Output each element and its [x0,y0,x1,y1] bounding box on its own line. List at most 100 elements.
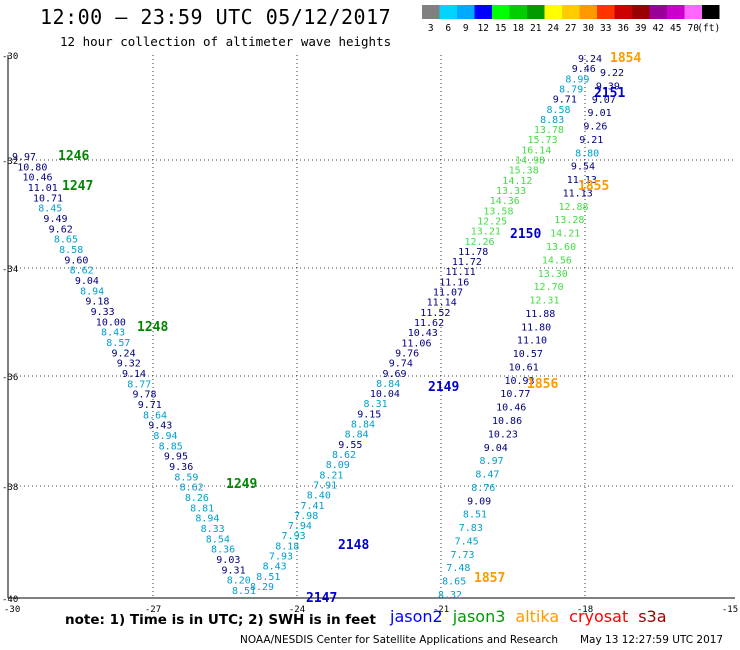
right-track-value: 7.48 [446,563,470,574]
left-track-value: 8.33 [201,524,225,535]
right-track-value: 9.04 [484,443,508,454]
right-track-value: 11.80 [521,322,551,333]
middle-track-value: 16.14 [521,145,551,156]
pass-time-label: 1246 [58,149,89,164]
left-track-value: 8.81 [190,503,214,514]
left-track-value: 8.94 [195,514,219,525]
longitude-label: -27 [145,605,161,615]
middle-track-value: 12.26 [464,237,494,248]
pass-time-label: 1855 [578,179,609,194]
latitude-label: -34 [2,265,18,275]
middle-track-value: 8.31 [364,399,388,410]
middle-track-value: 14.12 [502,176,532,187]
pass-time-label: 2151 [594,86,625,101]
right-track-value: 11.10 [517,336,547,347]
longitude-label: -24 [289,605,305,615]
left-track-value: 9.03 [216,555,240,566]
middle-track-value: 7.41 [300,501,324,512]
colorbar-label: 18 [513,23,525,33]
left-track-value: 9.60 [64,255,88,266]
pass-time-label: 1247 [62,179,93,194]
middle-track-value: 8.84 [351,420,375,431]
right-track-value: 10.23 [488,429,518,440]
right-track-value: 12.31 [529,296,559,307]
middle-track-value: 9.76 [395,348,419,359]
pass-time-label: 2149 [428,380,459,395]
colorbar-swatch [649,5,667,19]
middle-track-value: 8.40 [307,491,331,502]
left-track-value: 9.36 [169,462,193,473]
pass-time-label: 2148 [338,538,369,553]
left-track-value: 8.77 [127,379,151,390]
middle-track-value: 8.09 [326,460,350,471]
middle-track-value: 11.06 [401,338,431,349]
middle-track-value: 7.93 [282,531,306,542]
colorbar-label: 21 [530,23,542,33]
colorbar-label: 45 [670,23,681,33]
left-track-value: 8.64 [143,410,167,421]
pass-time-label: 1248 [137,320,168,335]
left-track-value: 9.31 [222,565,246,576]
pass-time-label: 1857 [474,571,505,586]
colorbar-label: 15 [495,23,506,33]
left-track-value: 9.62 [49,224,73,235]
colorbar-label: 27 [565,23,576,33]
middle-track-value: 14.36 [490,196,520,207]
colorbar-swatch [702,5,720,19]
colorbar-swatch [509,5,527,19]
footer-timestamp: May 13 12:27:59 UTC 2017 [580,634,724,646]
latitude-label: -38 [2,483,18,493]
middle-track-value: 8.43 [263,562,287,573]
left-track-value: 9.95 [164,452,188,463]
left-track-value: 8.45 [38,204,62,215]
right-track-value: 8.97 [480,456,504,467]
left-track-value: 8.94 [80,286,104,297]
right-track-value: 13.60 [546,242,576,253]
middle-track-value: 8.99 [565,74,589,85]
legend-item-s3a: s3a [638,607,667,626]
colorbar-label: 6 [445,23,451,33]
right-track-value: 7.83 [459,523,483,534]
middle-track-value: 9.46 [572,64,596,75]
right-track-value: 10.86 [492,416,522,427]
middle-track-value: 8.51 [256,572,280,583]
middle-track-value: 11.72 [452,257,482,268]
middle-track-value: 8.84 [345,430,369,441]
left-track-value: 8.54 [206,534,230,545]
middle-track-value: 11.52 [420,308,450,319]
middle-track-value: 14.98 [515,156,545,167]
legend-item-jason3: jason3 [452,607,506,626]
colorbar-swatch [492,5,510,19]
middle-track-value: 11.78 [458,247,488,258]
middle-track-value: 8.62 [332,450,356,461]
middle-track-value: 8.18 [275,541,299,552]
colorbar-label: 30 [583,23,595,33]
middle-track-value: 7.94 [288,521,312,532]
colorbar-label: 39 [635,23,647,33]
right-track-value: 8.76 [471,483,495,494]
right-track-value: 9.22 [600,68,624,79]
units-note: note: 1) Time is in UTC; 2) SWH is in fe… [65,612,376,628]
satellite-tracks: 9.9710.8010.4611.0110.718.459.499.628.65… [12,54,624,601]
middle-track-value: 8.29 [250,582,274,593]
right-track-value: 14.21 [550,229,580,240]
middle-track-value: 9.74 [389,359,413,370]
right-track-value: 13.28 [554,215,584,226]
colorbar-label: 33 [600,23,611,33]
colorbar-swatch [439,5,457,19]
left-track-value: 9.49 [43,214,67,225]
colorbar-label: (ft) [697,23,720,33]
legend-item-altika: altika [515,607,560,626]
left-track-value: 8.43 [101,328,125,339]
middle-track-value: 7.93 [269,552,293,563]
colorbar-swatch [632,5,650,19]
page-title: 12:00 – 23:59 UTC 05/12/2017 [40,5,392,29]
right-track-value: 13.30 [538,269,568,280]
footer-source: NOAA/NESDIS Center for Satellite Applica… [240,634,558,646]
colorbar-label: 12 [478,23,489,33]
right-track-value: 8.32 [438,590,462,601]
middle-track-value: 9.15 [357,409,381,420]
middle-track-value: 9.24 [578,54,602,65]
colorbar-label: 36 [618,23,630,33]
left-track-value: 8.36 [211,545,235,556]
